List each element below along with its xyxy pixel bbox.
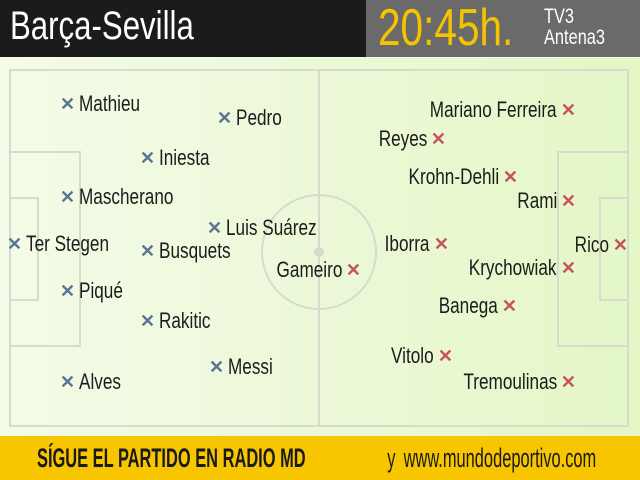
x-icon: ✕ — [502, 167, 518, 187]
x-icon: ✕ — [140, 148, 156, 168]
away-player: Banega ✕ — [422, 294, 517, 318]
x-icon: ✕ — [7, 234, 23, 254]
broadcast-info: 20:45h. TV3 Antena3 — [366, 0, 640, 57]
away-player: Rami ✕ — [506, 189, 576, 213]
x-icon: ✕ — [345, 260, 361, 280]
x-icon: ✕ — [437, 346, 453, 366]
player-name: Vitolo — [391, 343, 434, 368]
footer-banner: SÍGUE EL PARTIDO EN RADIO MD y www.mundo… — [0, 436, 640, 480]
x-icon: ✕ — [501, 296, 517, 316]
home-player: ✕ Busquets — [140, 239, 251, 263]
website-link[interactable]: www.mundodeportivo.com — [403, 443, 597, 473]
kickoff-time: 20:45h. — [378, 0, 514, 57]
x-icon: ✕ — [140, 241, 156, 261]
channels: TV3 Antena3 — [544, 5, 606, 49]
away-player: Rico ✕ — [565, 233, 628, 257]
x-icon: ✕ — [60, 94, 76, 114]
player-name: Mascherano — [79, 184, 174, 209]
pitch-lines — [9, 69, 629, 427]
away-player: Iborra ✕ — [372, 232, 449, 256]
away-player: Vitolo ✕ — [379, 344, 453, 368]
x-icon: ✕ — [60, 372, 76, 392]
away-player: Krohn-Dehli ✕ — [383, 165, 518, 189]
home-player: ✕ Messi — [209, 355, 286, 379]
x-icon: ✕ — [560, 191, 576, 211]
player-name: Mathieu — [79, 91, 141, 116]
match-title: Barça-Sevilla — [0, 0, 366, 57]
player-name: Alves — [79, 369, 122, 394]
home-player: ✕ Piqué — [60, 279, 135, 303]
away-player: Tremoulinas ✕ — [437, 370, 576, 394]
player-name: Rami — [516, 188, 557, 213]
home-player: ✕ Rakitic — [140, 309, 225, 333]
pitch — [0, 58, 640, 436]
home-player: ✕ Luis Suárez — [207, 216, 342, 240]
x-icon: ✕ — [433, 234, 449, 254]
player-name: Iniesta — [159, 145, 210, 170]
x-icon: ✕ — [612, 235, 628, 255]
x-icon: ✕ — [430, 129, 446, 149]
away-player: Reyes ✕ — [365, 127, 446, 151]
x-icon: ✕ — [560, 100, 576, 120]
player-name: Tremoulinas — [463, 369, 557, 394]
x-icon: ✕ — [207, 218, 223, 238]
x-icon: ✕ — [560, 372, 576, 392]
home-player: ✕ Mascherano — [60, 185, 200, 209]
away-player: Mariano Ferreira ✕ — [394, 98, 576, 122]
player-name: Iborra — [385, 231, 430, 256]
x-icon: ✕ — [209, 357, 225, 377]
away-player: Krychowiak ✕ — [444, 256, 576, 280]
player-name: Rico — [574, 232, 609, 257]
x-icon: ✕ — [60, 281, 76, 301]
player-name: Reyes — [378, 126, 427, 151]
player-name: Banega — [438, 293, 498, 318]
player-name: Busquets — [159, 238, 231, 263]
player-name: Krohn-Dehli — [408, 164, 499, 189]
away-player: Gameiro ✕ — [258, 258, 361, 282]
x-icon: ✕ — [217, 108, 233, 128]
player-name: Luis Suárez — [226, 215, 317, 240]
x-icon: ✕ — [140, 311, 156, 331]
player-name: Rakitic — [159, 308, 211, 333]
player-name: Gameiro — [276, 257, 342, 282]
home-player: ✕ Pedro — [217, 106, 295, 130]
player-name: Pedro — [236, 105, 282, 130]
player-name: Piqué — [79, 278, 123, 303]
player-name: Ter Stegen — [26, 231, 110, 256]
home-player: ✕ Alves — [60, 370, 133, 394]
x-icon: ✕ — [560, 258, 576, 278]
home-player: ✕ Iniesta — [140, 146, 224, 170]
player-name: Messi — [228, 354, 273, 379]
x-icon: ✕ — [60, 187, 76, 207]
home-player: ✕ Ter Stegen — [7, 232, 133, 256]
player-name: Mariano Ferreira — [430, 97, 557, 122]
player-name: Krychowiak — [469, 255, 557, 280]
home-player: ✕ Mathieu — [60, 92, 157, 116]
